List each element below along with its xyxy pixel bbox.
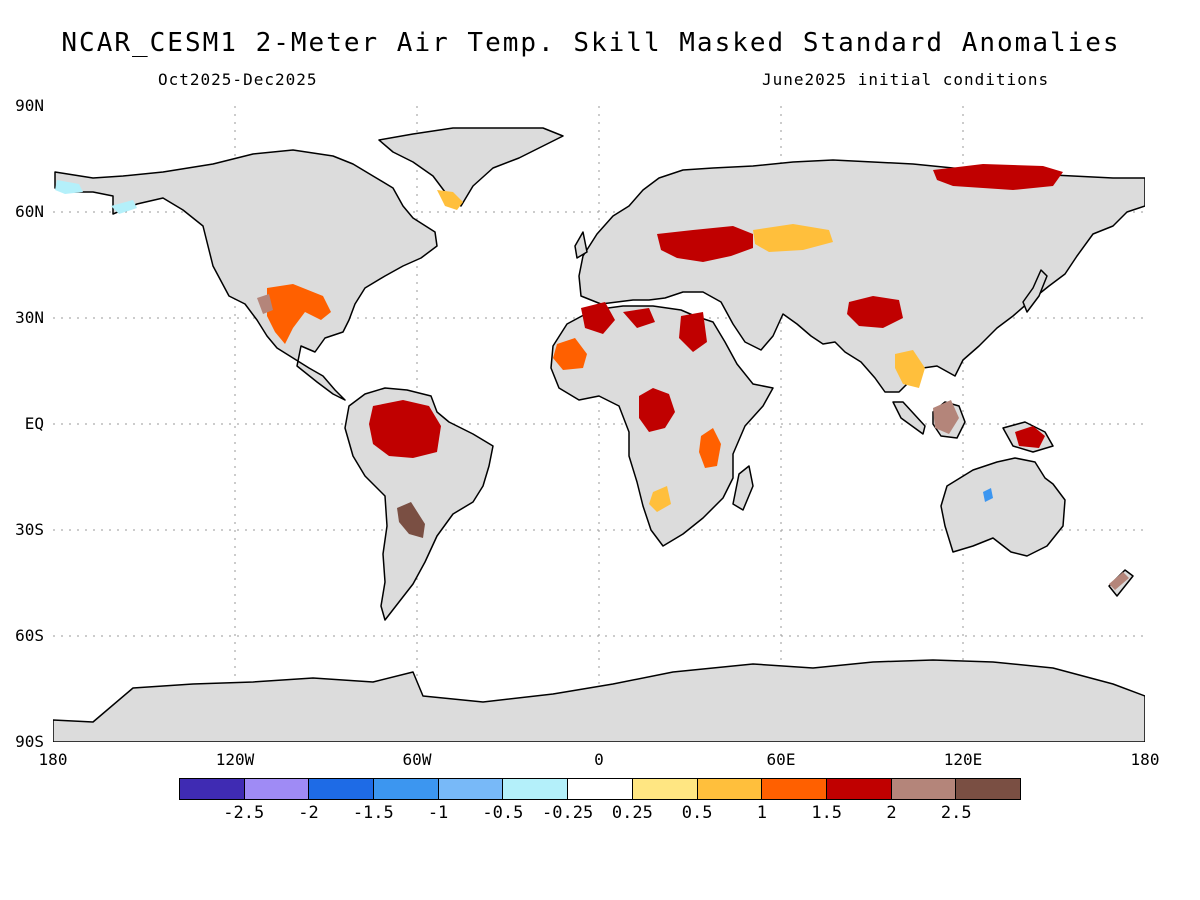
- anomaly-west-africa: [553, 338, 587, 370]
- lat-label-60s: 60S: [15, 626, 44, 645]
- anomaly-northern-siberia: [933, 164, 1063, 190]
- color-bar-swatch-12: [956, 779, 1020, 799]
- color-bar-label: 0.5: [681, 803, 713, 823]
- anomaly-borneo: [933, 400, 959, 434]
- anomaly-amazon-basin: [369, 400, 441, 458]
- color-bar-label: 1: [756, 803, 768, 823]
- madagascar: [732, 465, 754, 511]
- color-bar-label: 2.5: [940, 803, 972, 823]
- color-bar-swatch-5: [503, 779, 569, 799]
- lon-label-0: 0: [594, 750, 604, 769]
- antarctica: [53, 659, 1145, 742]
- anomaly-northern-australia: [983, 488, 993, 502]
- sumatra: [892, 401, 926, 435]
- greenland: [378, 127, 564, 207]
- anomaly-east-africa: [699, 428, 721, 468]
- anomaly-new-zealand: [1109, 572, 1129, 590]
- color-bar-swatch-6: [568, 779, 633, 799]
- lat-label-90s: 90S: [15, 732, 44, 751]
- color-bar-swatch-4: [438, 779, 504, 799]
- color-bar-label: -1.5: [352, 803, 394, 823]
- color-bar-swatch-3: [374, 779, 439, 799]
- eurasia: [578, 159, 1145, 393]
- color-bar-swatch-1: [244, 779, 310, 799]
- anomaly-overlay: [55, 164, 1129, 590]
- britain: [574, 231, 588, 259]
- anomaly-caspian-region: [753, 224, 833, 252]
- color-bar-swatch-9: [762, 779, 827, 799]
- lon-label-120w: 120W: [215, 750, 255, 769]
- lat-label-30s: 30S: [15, 520, 44, 539]
- lat-label-eq: EQ: [24, 414, 44, 433]
- japan: [1022, 269, 1048, 313]
- anomaly-northern-argentina: [397, 502, 425, 538]
- color-bar-label: -0.5: [482, 803, 524, 823]
- anomaly-tibetan-plateau: [847, 296, 903, 328]
- color-bar-swatch-0: [180, 779, 245, 799]
- anomaly-north-africa: [581, 302, 707, 352]
- anomaly-indochina: [895, 350, 925, 388]
- anomaly-southern-africa: [649, 486, 671, 512]
- color-bar-swatch-2: [309, 779, 375, 799]
- anomaly-alaska: [55, 180, 137, 214]
- anomaly-greenland-south: [437, 190, 463, 210]
- lon-label-180w: 180: [38, 750, 68, 769]
- lon-label-180e: 180: [1130, 750, 1160, 769]
- anomaly-northwest-mexico: [257, 294, 273, 314]
- map-title: NCAR_CESM1 2-Meter Air Temp. Skill Maske…: [61, 28, 1121, 58]
- color-bar-label: -1: [427, 803, 449, 823]
- anomaly-mexico-sw-united-states: [267, 284, 331, 344]
- color-bar-label: 0.25: [611, 803, 653, 823]
- map-panel: [53, 106, 1145, 742]
- lon-label-120e: 120E: [943, 750, 983, 769]
- color-bar-swatch-11: [891, 779, 957, 799]
- lat-label-90n: 90N: [15, 96, 44, 115]
- forecast-period: Oct2025-Dec2025: [158, 70, 318, 89]
- world-map: [53, 106, 1145, 742]
- color-bar-swatch-7: [632, 779, 698, 799]
- color-bar: [179, 778, 1021, 800]
- anomaly-eastern-europe-black-sea: [657, 226, 753, 262]
- initial-conditions: June2025 initial conditions: [762, 70, 1050, 89]
- anomaly-new-guinea: [1015, 426, 1045, 448]
- color-bar-label: -0.25: [542, 803, 594, 823]
- color-bar-label: 1.5: [811, 803, 843, 823]
- australia: [940, 457, 1066, 557]
- color-bar-label: -2: [298, 803, 319, 823]
- lon-label-60e: 60E: [766, 750, 796, 769]
- color-bar-label: -2.5: [223, 803, 265, 823]
- color-bar-swatch-10: [826, 779, 892, 799]
- north-america: [54, 149, 438, 401]
- lon-label-60w: 60W: [402, 750, 432, 769]
- lat-label-30n: 30N: [15, 308, 44, 327]
- color-bar-swatch-8: [697, 779, 763, 799]
- anomaly-central-africa: [639, 388, 675, 432]
- continents: [53, 127, 1145, 742]
- color-bar-label: 2: [886, 803, 897, 823]
- lat-label-60n: 60N: [15, 202, 44, 221]
